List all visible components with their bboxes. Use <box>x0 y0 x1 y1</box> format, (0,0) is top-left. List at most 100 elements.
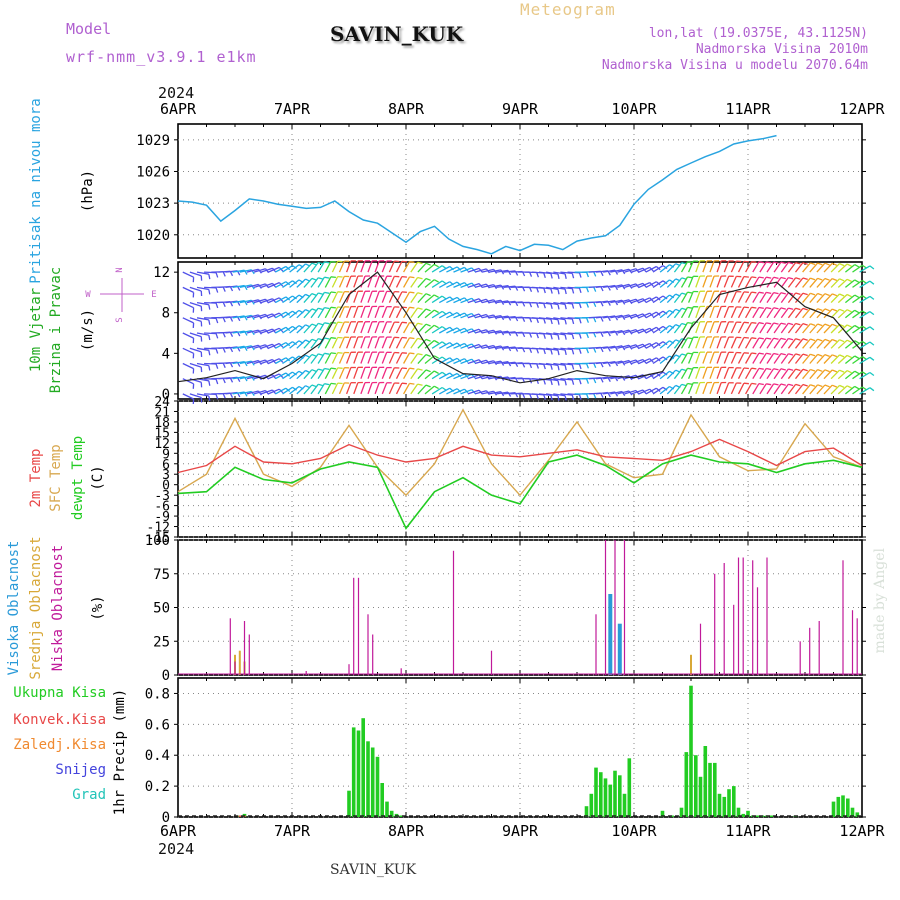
precip-bar <box>684 752 689 817</box>
wind-barb-flag <box>311 323 317 327</box>
wind-barb <box>317 261 325 273</box>
wind-barb <box>680 337 689 349</box>
wind-barb <box>374 306 380 319</box>
wind-barb-flag <box>425 384 431 388</box>
wind-barb-flag <box>500 269 505 275</box>
precip-bar <box>855 812 860 817</box>
wind-barb <box>673 262 683 273</box>
wind-barb <box>253 344 266 349</box>
wind-barb <box>852 340 863 349</box>
wind-barb <box>503 376 516 380</box>
wind-barb <box>673 307 683 319</box>
wind-barb-flag <box>578 318 582 324</box>
wind-barb <box>353 260 359 273</box>
wind-barb-flag <box>571 273 575 279</box>
wind-barb <box>595 315 608 319</box>
wind-barb-flag <box>557 350 560 356</box>
wind-barb-flag <box>324 322 330 325</box>
wind-barb <box>752 261 760 273</box>
wind-barb-flag <box>585 393 590 400</box>
pressure-y-tick-label: 1029 <box>136 133 170 149</box>
wind-barb <box>488 360 502 365</box>
wind-barb-flag <box>330 352 336 355</box>
year-bottom: 2024 <box>158 840 195 858</box>
wind-barb <box>239 345 252 349</box>
wind-barb <box>345 336 352 349</box>
wind-barb <box>787 368 797 380</box>
wind-barb-flag <box>409 382 415 385</box>
wind-barb <box>324 352 332 364</box>
wind-barb <box>766 368 775 380</box>
time-label-bottom: 11APR <box>725 822 771 840</box>
wind-barb <box>395 337 403 349</box>
wind-barb-flag <box>846 370 852 374</box>
wind-barb <box>645 387 657 395</box>
wind-barb-flag <box>464 266 469 272</box>
wind-barb-flag <box>215 348 219 354</box>
wind-barb-flag <box>401 260 407 263</box>
wind-barb <box>431 326 443 334</box>
wind-barb <box>446 266 458 273</box>
wind-barb <box>232 345 245 349</box>
compass-s: S <box>115 317 125 322</box>
wind-barb-flag <box>571 334 575 340</box>
wind-barb <box>232 315 245 319</box>
wind-barb-flag <box>318 368 324 372</box>
wind-barb <box>481 283 494 289</box>
wind-barb <box>331 321 339 334</box>
wind-barb <box>816 369 826 380</box>
wind-barb <box>395 367 403 379</box>
wind-barb-flag <box>401 367 407 370</box>
wind-barb <box>374 291 380 303</box>
wind-barb <box>388 352 395 364</box>
wind-barb <box>481 314 494 319</box>
precip-y-tick-label: 0.8 <box>145 686 170 702</box>
wind-barb-flag <box>564 273 567 279</box>
wind-barb <box>317 352 325 364</box>
wind-barb-flag <box>846 354 852 359</box>
wind-barb <box>374 367 380 379</box>
wind-barb <box>503 285 516 289</box>
temp-unit: (C) <box>90 465 106 490</box>
wind-barb <box>680 322 689 334</box>
wind-barb-flag <box>861 325 867 330</box>
wind-barb <box>730 382 737 395</box>
wind-barb <box>360 351 366 364</box>
cloud-bar <box>367 614 369 676</box>
wind-barb <box>460 267 473 273</box>
wind-barb <box>624 268 637 273</box>
wind-barb <box>809 384 819 395</box>
wind-barb-flag <box>409 306 415 309</box>
wind-barb <box>296 354 306 364</box>
wind-barb <box>852 356 863 365</box>
wind-barb <box>196 271 209 275</box>
wind-barb <box>488 375 502 380</box>
wind-barb-flag <box>536 348 540 354</box>
wind-barb <box>617 344 630 349</box>
wind-barb <box>852 371 863 380</box>
temperature-y-tick-label: 6 <box>162 458 170 473</box>
cloud-bar <box>752 560 754 676</box>
wind-barb <box>666 293 677 304</box>
wind-barb <box>496 315 509 319</box>
wind-barb <box>410 383 419 395</box>
wind-barb <box>275 357 287 365</box>
wind-barb <box>438 387 451 395</box>
wind-barb-flag <box>222 271 226 277</box>
wind-barb <box>545 271 559 275</box>
wind-barb <box>268 327 280 334</box>
wind-barb <box>602 360 616 365</box>
wind-barb <box>488 345 502 349</box>
cloud-bar <box>756 587 759 676</box>
wind-barb <box>659 325 670 334</box>
wind-barb <box>602 269 616 273</box>
wind-barb <box>338 352 345 364</box>
wind-barb <box>737 352 745 364</box>
wind-barb <box>787 384 797 395</box>
wind-barb <box>474 329 487 334</box>
wind-barb <box>331 306 339 319</box>
wind-barb-flag <box>222 378 226 384</box>
time-label-bottom: 12APR <box>839 822 885 840</box>
wind-barb <box>453 282 465 288</box>
wind-barb <box>253 313 266 319</box>
